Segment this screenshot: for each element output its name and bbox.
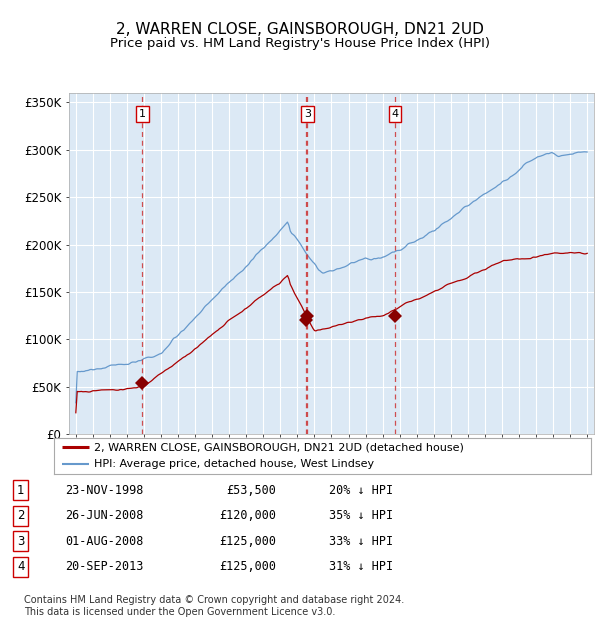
Text: 01-AUG-2008: 01-AUG-2008 bbox=[65, 535, 143, 548]
Text: 35% ↓ HPI: 35% ↓ HPI bbox=[329, 510, 394, 523]
Text: £120,000: £120,000 bbox=[220, 510, 277, 523]
Text: Price paid vs. HM Land Registry's House Price Index (HPI): Price paid vs. HM Land Registry's House … bbox=[110, 37, 490, 50]
Text: 26-JUN-2008: 26-JUN-2008 bbox=[65, 510, 143, 523]
Text: £125,000: £125,000 bbox=[220, 560, 277, 574]
Text: 3: 3 bbox=[17, 535, 25, 548]
Text: 23-NOV-1998: 23-NOV-1998 bbox=[65, 484, 143, 497]
Text: 4: 4 bbox=[391, 109, 398, 119]
Text: 4: 4 bbox=[17, 560, 25, 574]
Text: 2, WARREN CLOSE, GAINSBOROUGH, DN21 2UD (detached house): 2, WARREN CLOSE, GAINSBOROUGH, DN21 2UD … bbox=[94, 442, 464, 453]
Text: £125,000: £125,000 bbox=[220, 535, 277, 548]
Text: 31% ↓ HPI: 31% ↓ HPI bbox=[329, 560, 394, 574]
Text: 2, WARREN CLOSE, GAINSBOROUGH, DN21 2UD: 2, WARREN CLOSE, GAINSBOROUGH, DN21 2UD bbox=[116, 22, 484, 37]
Text: 20-SEP-2013: 20-SEP-2013 bbox=[65, 560, 143, 574]
Text: HPI: Average price, detached house, West Lindsey: HPI: Average price, detached house, West… bbox=[94, 459, 374, 469]
Text: 2: 2 bbox=[17, 510, 25, 523]
Text: 1: 1 bbox=[17, 484, 25, 497]
Text: Contains HM Land Registry data © Crown copyright and database right 2024.
This d: Contains HM Land Registry data © Crown c… bbox=[24, 595, 404, 617]
Text: £53,500: £53,500 bbox=[227, 484, 277, 497]
Text: 20% ↓ HPI: 20% ↓ HPI bbox=[329, 484, 394, 497]
Text: 1: 1 bbox=[139, 109, 146, 119]
Text: 3: 3 bbox=[304, 109, 311, 119]
Text: 33% ↓ HPI: 33% ↓ HPI bbox=[329, 535, 394, 548]
